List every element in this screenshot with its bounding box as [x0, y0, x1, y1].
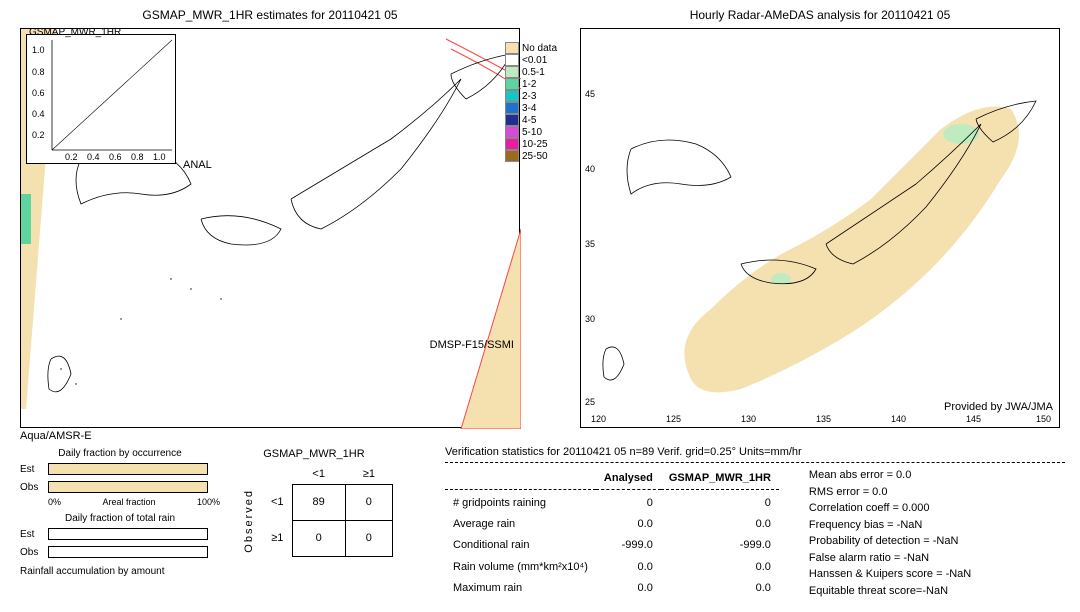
col1: ≥1	[345, 464, 392, 485]
table-row: Rain volume (mm*km²x10⁴)0.00.0	[445, 556, 779, 577]
inset-x0: 0.2	[65, 152, 78, 162]
frac-title3: Rainfall accumulation by amount	[20, 566, 220, 577]
metric-row: RMS error = 0.0	[809, 484, 971, 501]
metric-row: Equitable threat score=-NaN	[809, 583, 971, 600]
contingency-table: <1≥1 Observed <1 89 0 ≥1 0 0	[235, 464, 393, 557]
right-map-title: Hourly Radar-AMeDAS analysis for 2011042…	[580, 8, 1060, 22]
legend-item: 2-3	[505, 90, 557, 102]
est-label: Est	[20, 464, 48, 475]
left-map: 0.2 0.4 0.6 0.8 1.0 0.2 0.4 0.6 0.8 1.0 …	[20, 28, 520, 428]
legend-item: 10-25	[505, 138, 557, 150]
legend-item: <0.01	[505, 54, 557, 66]
anal-label: ANAL	[183, 159, 212, 171]
metric-row: Hanssen & Kuipers score = -NaN	[809, 566, 971, 583]
xmin: 0%	[48, 497, 61, 507]
c01: 0	[345, 485, 392, 521]
inset-label: GSMAP_MWR_1HR	[29, 27, 121, 38]
table-row: Average rain0.00.0	[445, 513, 779, 534]
aqua-label: Aqua/AMSR-E	[20, 430, 92, 442]
satellite-label: DMSP-F15/SSMI	[430, 339, 514, 351]
est-label2: Est	[20, 529, 48, 540]
cont-header: GSMAP_MWR_1HR	[235, 448, 393, 460]
stats-table: AnalysedGSMAP_MWR_1HR # gridpoints raini…	[445, 467, 779, 599]
lon-4: 140	[891, 414, 906, 424]
legend-item: 0.5-1	[505, 66, 557, 78]
lat-1: 30	[585, 314, 595, 324]
xlabel: Areal fraction	[102, 497, 155, 507]
legend-item: 3-4	[505, 102, 557, 114]
obs-label: Obs	[20, 482, 48, 493]
right-map-svg	[581, 29, 1061, 429]
lon-1: 125	[666, 414, 681, 424]
metrics-list: Mean abs error = 0.0RMS error = 0.0Corre…	[809, 467, 971, 599]
metric-row: False alarm ratio = -NaN	[809, 550, 971, 567]
table-row: Conditional rain-999.0-999.0	[445, 535, 779, 556]
legend-item: 1-2	[505, 78, 557, 90]
lat-2: 35	[585, 239, 595, 249]
fraction-panel: Daily fraction by occurrence Est Obs 0% …	[20, 446, 220, 579]
legend-item: No data	[505, 42, 557, 54]
inset-y1: 0.4	[32, 109, 45, 119]
metric-row: Frequency bias = -NaN	[809, 517, 971, 534]
est-bar-2: Est	[20, 526, 220, 542]
lon-6: 150	[1036, 414, 1051, 424]
inset-x1: 0.4	[87, 152, 100, 162]
h0: Analysed	[596, 467, 661, 490]
c11: 0	[345, 520, 392, 556]
metric-row: Mean abs error = 0.0	[809, 467, 971, 484]
obs-bar-2: Obs	[20, 544, 220, 560]
inset-y2: 0.6	[32, 88, 45, 98]
obs-label2: Obs	[20, 547, 48, 558]
inset-x3: 0.8	[131, 152, 144, 162]
contingency-panel: GSMAP_MWR_1HR <1≥1 Observed <1 89 0 ≥1 0…	[235, 448, 393, 557]
xmax: 100%	[197, 497, 220, 507]
lon-3: 135	[816, 414, 831, 424]
obs-bar-1: Obs	[20, 479, 220, 495]
lat-0: 25	[585, 397, 595, 407]
h1: GSMAP_MWR_1HR	[661, 467, 779, 490]
verif-title: Verification statistics for 20110421 05 …	[445, 446, 1065, 458]
metric-row: Probability of detection = -NaN	[809, 533, 971, 550]
inset-y3: 0.8	[32, 67, 45, 77]
lat-4: 45	[585, 89, 595, 99]
verification-panel: Verification statistics for 20110421 05 …	[445, 446, 1065, 599]
lon-2: 130	[741, 414, 756, 424]
c10: 0	[292, 520, 345, 556]
legend-item: 25-50	[505, 150, 557, 162]
row0: <1	[263, 485, 292, 521]
lat-3: 40	[585, 164, 595, 174]
legend-item: 4-5	[505, 114, 557, 126]
table-row: # gridpoints raining00	[445, 492, 779, 513]
inset-x4: 1.0	[153, 152, 166, 162]
inset-x2: 0.6	[109, 152, 122, 162]
right-map: 120 125 130 135 140 145 150 25 30 35 40 …	[580, 28, 1060, 428]
c00: 89	[292, 485, 345, 521]
inset-plot: 0.2 0.4 0.6 0.8 1.0 0.2 0.4 0.6 0.8 1.0	[26, 34, 176, 164]
inset-y4: 1.0	[32, 45, 45, 55]
metric-row: Correlation coeff = 0.000	[809, 500, 971, 517]
legend-item: 5-10	[505, 126, 557, 138]
color-legend: No data<0.010.5-11-22-33-44-55-1010-2525…	[505, 42, 557, 162]
col0: <1	[292, 464, 345, 485]
side-label: Observed	[235, 485, 263, 557]
lon-0: 120	[591, 414, 606, 424]
est-bar-1: Est	[20, 461, 220, 477]
attribution: Provided by JWA/JMA	[944, 401, 1053, 413]
row1: ≥1	[263, 520, 292, 556]
table-row: Maximum rain0.00.0	[445, 578, 779, 599]
frac-title2: Daily fraction of total rain	[20, 513, 220, 524]
left-map-title: GSMAP_MWR_1HR estimates for 20110421 05	[20, 8, 520, 22]
inset-y0: 0.2	[32, 130, 45, 140]
frac-title1: Daily fraction by occurrence	[20, 448, 220, 459]
lon-5: 145	[966, 414, 981, 424]
